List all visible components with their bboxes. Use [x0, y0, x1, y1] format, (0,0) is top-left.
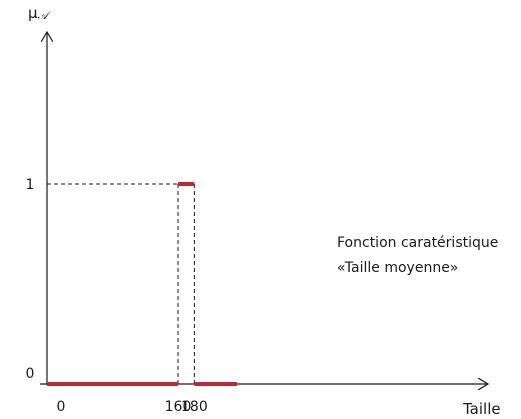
- membership-series: [47, 182, 237, 386]
- y-axis-title-main: μ: [28, 4, 38, 22]
- x-tick-label-160: 160: [165, 399, 192, 415]
- x-axis-title: Taille: [462, 400, 501, 418]
- y-axis-title-subscript: 𝒜: [38, 9, 52, 22]
- annotation-line-1: Fonction caratéristique: [337, 235, 498, 251]
- y-axis-title: μ𝒜: [28, 4, 52, 22]
- y-tick-label-0: 0: [26, 366, 35, 382]
- y-tick-label-1: 1: [26, 177, 35, 193]
- x-tick-label-0: 0: [57, 399, 66, 415]
- dashed-guides: [47, 183, 195, 384]
- x-tick-label-180: 180: [181, 399, 208, 415]
- annotation-line-2: «Taille moyenne»: [337, 260, 458, 276]
- y-tick-labels: 01: [26, 177, 35, 382]
